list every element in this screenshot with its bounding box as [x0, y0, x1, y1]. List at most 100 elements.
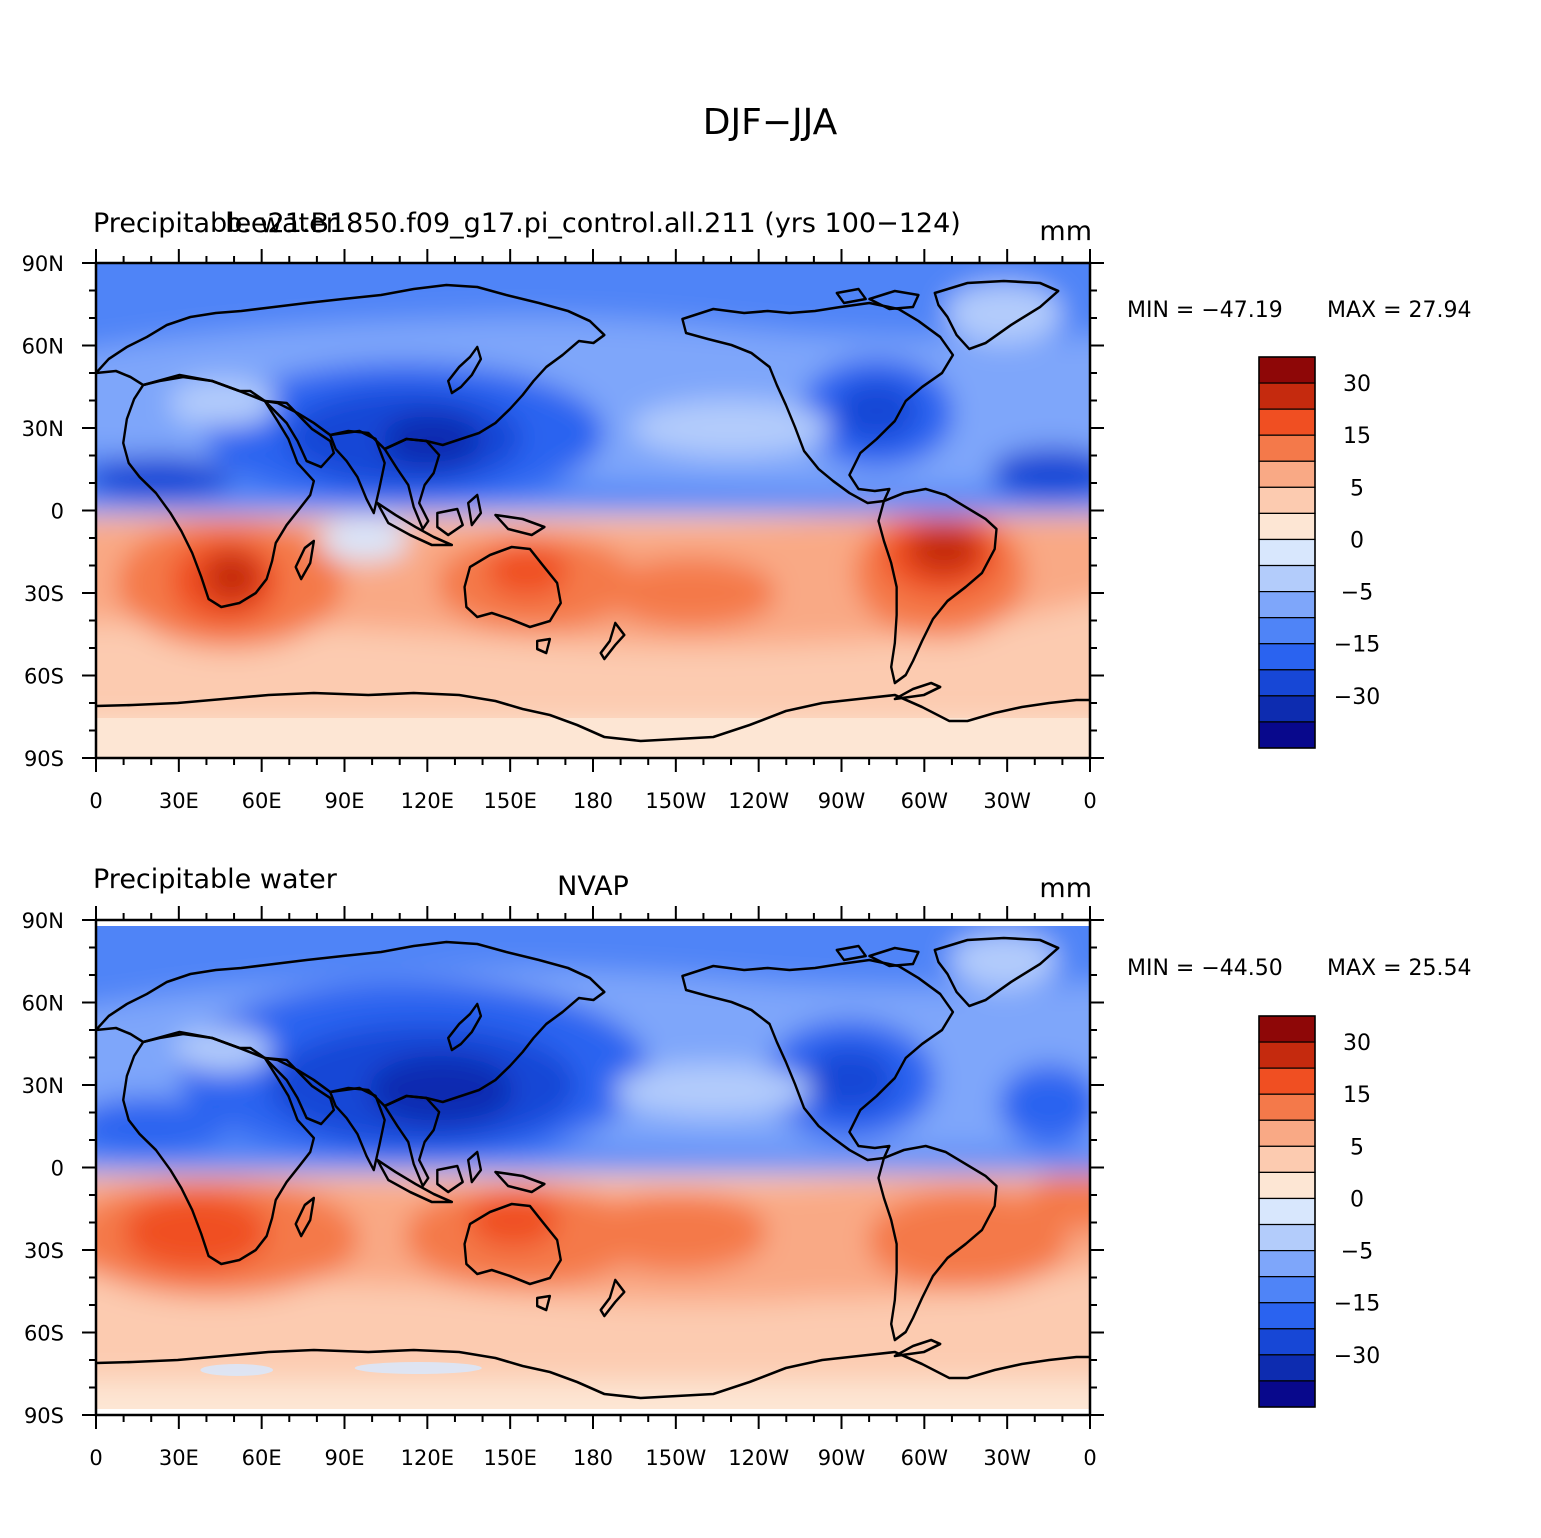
colorbar-swatch [1258, 1197, 1316, 1226]
colorbar-swatch [1258, 1249, 1316, 1278]
x-tick-label: 0 [89, 1446, 102, 1470]
colorbar-swatch [1258, 1223, 1316, 1252]
panel-bottom-map [96, 920, 1090, 1415]
x-tick-label: 30E [159, 1446, 199, 1470]
colorbar-swatch [1258, 1354, 1316, 1382]
x-tick-label: 150W [645, 1446, 706, 1470]
colorbar-label: 5 [1350, 1135, 1364, 1160]
colorbar-label: −30 [1334, 685, 1380, 710]
colorbar-swatch [1258, 382, 1316, 410]
x-tick-label: 60E [242, 789, 282, 813]
panel-top-contour-field [96, 263, 1090, 758]
x-tick-label: 90E [325, 1446, 365, 1470]
colorbar-swatch [1258, 1380, 1316, 1408]
colorbar-label: −30 [1334, 1344, 1380, 1369]
colorbar-label: 0 [1350, 1187, 1364, 1212]
panel-top-colorbar: −30 −15 −5 0 5 15 30 [1258, 356, 1380, 749]
colorbar-swatch [1258, 695, 1316, 723]
panel-bottom-axes: 0 30E 60E 90E 120E 150E 180 150W 120W 90W 60W 30W 0 9… [22, 906, 1104, 1470]
colorbar-swatch [1258, 512, 1316, 541]
colorbar-swatch [1258, 434, 1316, 462]
colorbar-swatch [1258, 486, 1316, 515]
colorbar-swatch [1258, 1145, 1316, 1174]
colorbar-label: 5 [1350, 476, 1364, 501]
colorbar-label: −15 [1334, 1292, 1380, 1317]
colorbar-frame [1258, 1015, 1316, 1408]
x-tick-label: 150E [483, 789, 536, 813]
colorbar-swatch [1258, 721, 1316, 749]
colorbar-swatch [1258, 617, 1316, 645]
panel-top-center-label: b.e21.B1850.f09_g17.pi_control.all.211 (… [225, 208, 961, 239]
x-tick-label: 30E [159, 789, 199, 813]
panel-top-left-label: Precipitable water [93, 208, 338, 239]
colorbar-label: 15 [1343, 424, 1371, 449]
colorbar-swatch [1258, 1276, 1316, 1304]
panel-bottom-max-label: MAX = 25.54 [1327, 956, 1472, 981]
y-tick-label: 90S [24, 747, 64, 771]
x-tick-label: 120W [728, 1446, 789, 1470]
colorbar-swatch [1258, 564, 1316, 593]
colorbar-label: 15 [1343, 1083, 1371, 1108]
y-tick-label: 30S [24, 1239, 64, 1263]
colorbar-swatch [1258, 1302, 1316, 1330]
x-tick-label: 180 [573, 789, 613, 813]
x-tick-label: 120E [401, 1446, 454, 1470]
x-tick-label: 120E [401, 789, 454, 813]
x-tick-label: 30W [983, 1446, 1031, 1470]
x-tick-label: 90W [818, 1446, 866, 1470]
figure-title: DJF−JJA [703, 102, 838, 143]
colorbar-frame [1258, 356, 1316, 749]
colorbar-swatch [1258, 1328, 1316, 1356]
colorbar-swatch [1258, 538, 1316, 567]
panel-bottom-units-label: mm [1039, 873, 1092, 904]
y-tick-label: 60S [24, 665, 64, 689]
panel-bottom-colorbar: −30 −15 −5 0 5 15 30 [1258, 1015, 1380, 1408]
y-tick-label: 60N [22, 335, 64, 359]
colorbar-swatch [1258, 590, 1316, 619]
y-tick-label: 30S [24, 582, 64, 606]
x-tick-label: 0 [1083, 789, 1096, 813]
colorbar-swatch [1258, 356, 1316, 384]
y-tick-label: 90S [24, 1404, 64, 1428]
colorbar-swatch [1258, 1041, 1316, 1069]
x-tick-label: 30W [983, 789, 1031, 813]
panel-bottom-contour-field [96, 920, 1090, 1415]
y-tick-label: 90N [22, 909, 64, 933]
y-tick-label: 90N [22, 252, 64, 276]
colorbar-swatch [1258, 643, 1316, 671]
panel-top-max-label: MAX = 27.94 [1327, 298, 1472, 323]
panel-bottom-left-label: Precipitable water [93, 864, 338, 895]
colorbar-swatch [1258, 1093, 1316, 1121]
colorbar-swatch [1258, 408, 1316, 436]
y-tick-label: 30N [22, 417, 64, 441]
panel-top-axes: 0 30E 60E 90E 120E 150E 180 150W 120W 90W 60W 30W 0 9… [22, 249, 1104, 813]
colorbar-swatch [1258, 1171, 1316, 1200]
x-tick-label: 180 [573, 1446, 613, 1470]
x-tick-label: 90E [325, 789, 365, 813]
colorbar-label: 0 [1350, 528, 1364, 553]
colorbar-label: −15 [1334, 633, 1380, 658]
panel-top-units-label: mm [1039, 216, 1092, 247]
panel-top: Precipitable water b.e21.B1850.f09_g17.p… [22, 208, 1472, 813]
y-tick-label: 60N [22, 992, 64, 1016]
colorbar-label: 30 [1343, 1031, 1371, 1056]
y-tick-label: 0 [51, 1157, 64, 1181]
x-tick-label: 0 [89, 789, 102, 813]
colorbar-swatch [1258, 1119, 1316, 1147]
colorbar-label: −5 [1341, 1240, 1373, 1265]
x-tick-label: 90W [818, 789, 866, 813]
x-tick-label: 60W [901, 1446, 949, 1470]
panel-top-min-label: MIN = −47.19 [1127, 298, 1283, 323]
panel-bottom: Precipitable water NVAP mm [22, 864, 1472, 1470]
panel-top-map [96, 263, 1090, 758]
y-tick-label: 60S [24, 1322, 64, 1346]
x-tick-label: 150W [645, 789, 706, 813]
panel-bottom-center-label: NVAP [557, 871, 629, 902]
x-tick-label: 60W [901, 789, 949, 813]
x-tick-label: 60E [242, 1446, 282, 1470]
panel-bottom-min-label: MIN = −44.50 [1127, 956, 1283, 981]
colorbar-label: −5 [1341, 581, 1373, 606]
colorbar-swatch [1258, 669, 1316, 697]
y-tick-label: 0 [51, 500, 64, 524]
